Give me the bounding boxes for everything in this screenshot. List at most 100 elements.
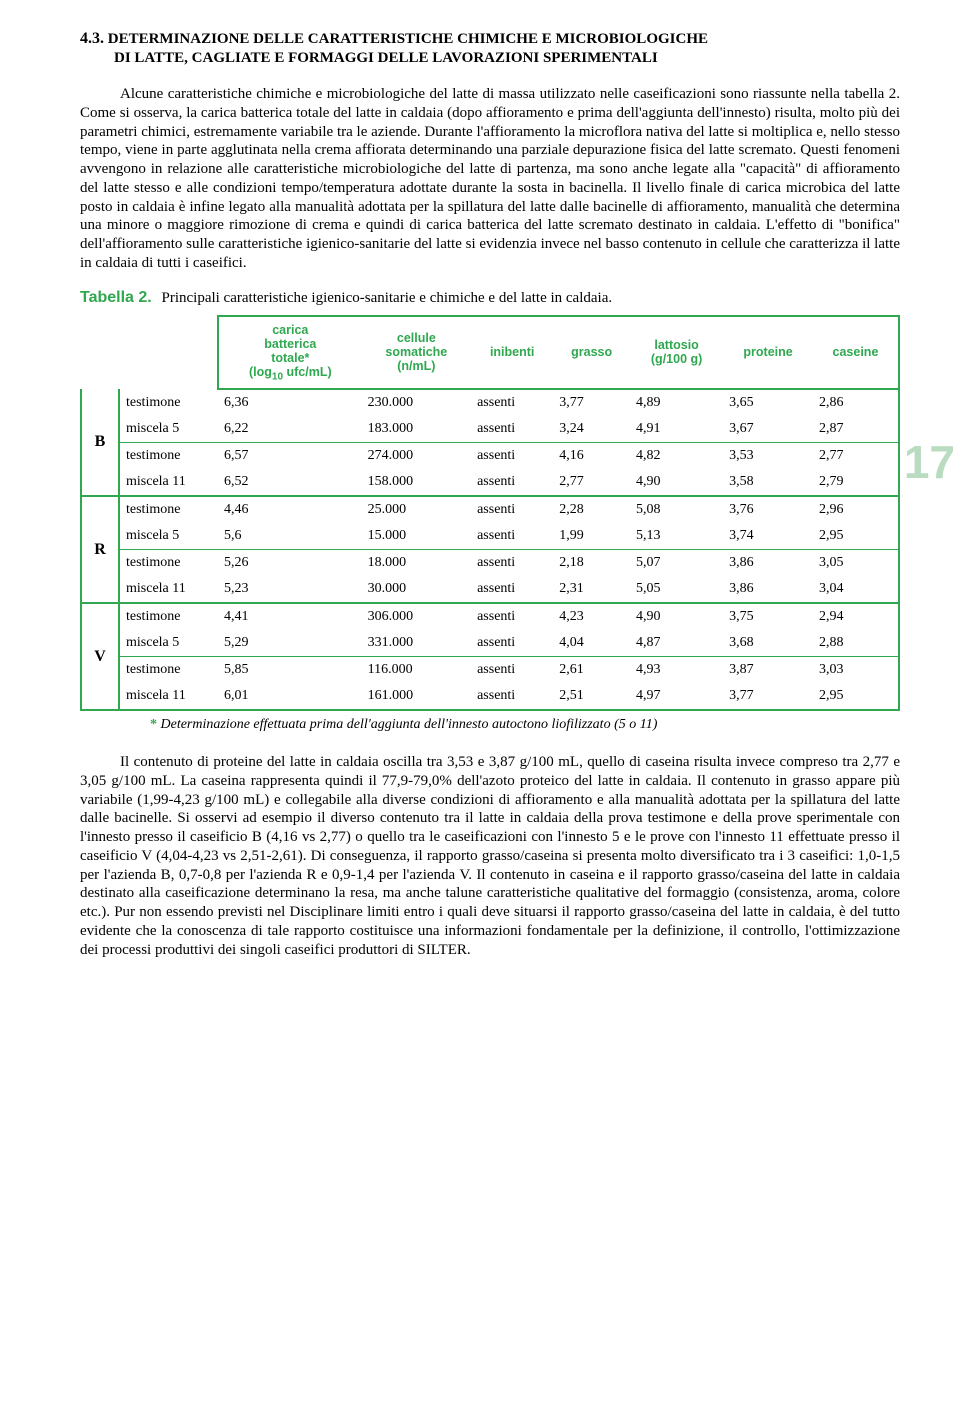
table-row: testimone5,2618.000assenti2,185,073,863,… [81,550,899,577]
cell: 3,77 [723,683,813,710]
table-caption: Principali caratteristiche igienico-sani… [161,290,612,306]
cell: 5,6 [218,523,362,550]
cell: 2,77 [813,443,899,470]
cell: 3,77 [553,389,630,416]
cell: 5,07 [630,550,723,577]
table-row: miscela 115,2330.000assenti2,315,053,863… [81,576,899,603]
cell: assenti [471,603,553,630]
table-row: Btestimone6,36230.000assenti3,774,893,65… [81,389,899,416]
cell: 4,41 [218,603,362,630]
cell: 4,93 [630,657,723,684]
cell: 2,61 [553,657,630,684]
cell: 2,51 [553,683,630,710]
col-carica: carica batterica totale* (log10 ufc/mL) [218,316,362,390]
cell: miscela 5 [119,416,218,443]
cell: 4,46 [218,496,362,523]
section-number: 4.3. [80,30,104,47]
table-wrap: 17 carica batterica totale* (log10 ufc/m… [80,315,900,712]
cell: 3,74 [723,523,813,550]
cell: assenti [471,550,553,577]
cell: assenti [471,469,553,496]
cell: miscela 11 [119,683,218,710]
cell: miscela 5 [119,523,218,550]
cell: 6,36 [218,389,362,416]
table-footnote: * Determinazione effettuata prima dell'a… [150,717,900,733]
cell: 4,04 [553,630,630,657]
col-inibenti: inibenti [471,316,553,390]
cell: 1,99 [553,523,630,550]
cell: miscela 5 [119,630,218,657]
cell: 2,87 [813,416,899,443]
col-cellule: cellule somatiche (n/mL) [362,316,471,390]
cell: 3,03 [813,657,899,684]
table-row: Vtestimone4,41306.000assenti4,234,903,75… [81,603,899,630]
cell: 6,01 [218,683,362,710]
cell: 25.000 [362,496,471,523]
cell: 4,97 [630,683,723,710]
cell: 2,94 [813,603,899,630]
table-label: Tabella 2. [80,289,152,306]
group-label: B [81,389,119,496]
cell: 230.000 [362,389,471,416]
table-row: testimone5,85116.000assenti2,614,933,873… [81,657,899,684]
data-table: carica batterica totale* (log10 ufc/mL) … [80,315,900,712]
cell: 5,29 [218,630,362,657]
cell: assenti [471,523,553,550]
cell: 2,79 [813,469,899,496]
col-grasso: grasso [553,316,630,390]
cell: 18.000 [362,550,471,577]
cell: 116.000 [362,657,471,684]
cell: 5,08 [630,496,723,523]
cell: 3,68 [723,630,813,657]
table-row: Rtestimone4,4625.000assenti2,285,083,762… [81,496,899,523]
table-row: miscela 55,615.000assenti1,995,133,742,9… [81,523,899,550]
cell: 2,28 [553,496,630,523]
cell: 5,13 [630,523,723,550]
cell: testimone [119,496,218,523]
cell: 5,26 [218,550,362,577]
cell: 3,24 [553,416,630,443]
cell: 4,82 [630,443,723,470]
section-title-1: DETERMINAZIONE DELLE CARATTERISTICHE CHI… [108,31,708,47]
paragraph-2: Il contenuto di proteine del latte in ca… [80,753,900,959]
cell: assenti [471,630,553,657]
cell: 161.000 [362,683,471,710]
cell: assenti [471,576,553,603]
cell: testimone [119,603,218,630]
paragraph-1: Alcune caratteristiche chimiche e microb… [80,85,900,273]
section-heading: 4.3. DETERMINAZIONE DELLE CARATTERISTICH… [80,30,900,67]
cell: testimone [119,389,218,416]
cell: 274.000 [362,443,471,470]
cell: testimone [119,550,218,577]
cell: 4,90 [630,469,723,496]
col-proteine: proteine [723,316,813,390]
group-label: V [81,603,119,710]
cell: 6,57 [218,443,362,470]
col-caseine: caseine [813,316,899,390]
page-number: 17 [904,435,955,489]
cell: assenti [471,416,553,443]
cell: 30.000 [362,576,471,603]
cell: 2,96 [813,496,899,523]
cell: 158.000 [362,469,471,496]
table-row: miscela 116,52158.000assenti2,774,903,58… [81,469,899,496]
cell: 3,53 [723,443,813,470]
group-label: R [81,496,119,603]
cell: 4,87 [630,630,723,657]
cell: miscela 11 [119,576,218,603]
cell: 4,89 [630,389,723,416]
table-row: miscela 56,22183.000assenti3,244,913,672… [81,416,899,443]
cell: 2,18 [553,550,630,577]
table-row: miscela 116,01161.000assenti2,514,973,77… [81,683,899,710]
cell: 3,67 [723,416,813,443]
cell: 4,23 [553,603,630,630]
section-title-2: DI LATTE, CAGLIATE E FORMAGGI DELLE LAVO… [114,50,900,67]
cell: 3,05 [813,550,899,577]
cell: 3,65 [723,389,813,416]
cell: 5,05 [630,576,723,603]
cell: 331.000 [362,630,471,657]
cell: 2,86 [813,389,899,416]
table-row: miscela 55,29331.000assenti4,044,873,682… [81,630,899,657]
cell: assenti [471,389,553,416]
cell: 6,52 [218,469,362,496]
